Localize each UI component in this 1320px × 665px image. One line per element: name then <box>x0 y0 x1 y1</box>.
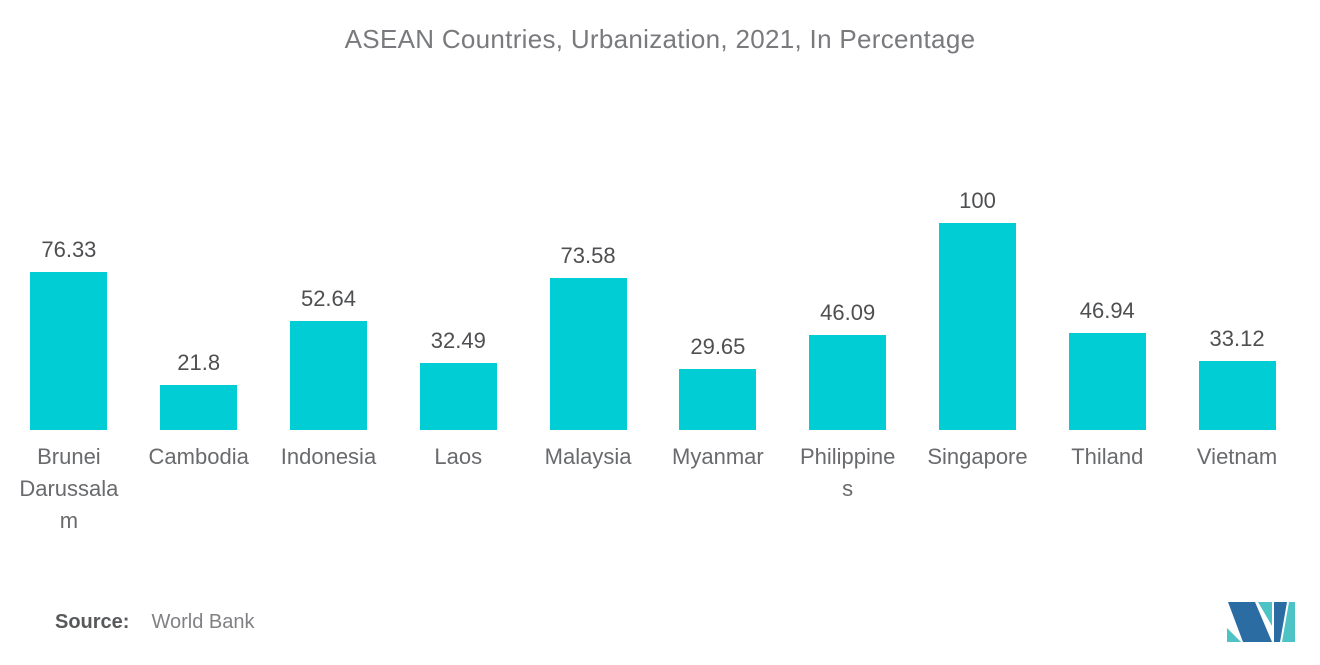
category-cell: Malaysia <box>523 441 653 537</box>
bars-row: 76.33 21.8 52.64 32.49 73.58 29.65 46.09 100 46.… <box>4 170 1302 430</box>
category-cell: Laos <box>393 441 523 537</box>
category-label: Vietnam <box>1196 444 1278 469</box>
category-labels-row: Brunei Darussalam Cambodia Indonesia Laos Ma… <box>4 441 1302 537</box>
bar-column: 76.33 <box>4 170 134 430</box>
bar <box>549 278 627 430</box>
category-cell: Cambodia <box>134 441 264 537</box>
logo-blue-stroke-left <box>1228 602 1272 642</box>
bar <box>938 223 1016 430</box>
bar-value-label: 32.49 <box>430 328 486 353</box>
bar <box>289 321 367 430</box>
category-label: Singapore <box>927 444 1028 469</box>
category-label: Malaysia <box>544 444 632 469</box>
bar-column: 52.64 <box>264 170 394 430</box>
bar-value-label: 52.64 <box>300 286 357 311</box>
bar <box>1068 333 1146 430</box>
bar-value-label: 76.33 <box>41 237 97 262</box>
category-label: Myanmar <box>672 444 764 469</box>
category-cell: Myanmar <box>653 441 783 537</box>
bar-value-label: 46.09 <box>820 300 876 325</box>
category-label: Laos <box>434 444 483 469</box>
category-label: Cambodia <box>148 444 249 469</box>
bar-column: 29.65 <box>653 170 783 430</box>
bar-column: 32.49 <box>393 170 523 430</box>
category-cell: Vietnam <box>1172 441 1302 537</box>
bar <box>1198 361 1276 430</box>
chart-title: ASEAN Countries, Urbanization, 2021, In … <box>344 24 976 54</box>
bar-column: 46.94 <box>1042 170 1172 430</box>
bar <box>160 385 238 430</box>
category-cell: Thiland <box>1042 441 1172 537</box>
bar-column: 100 <box>913 170 1043 430</box>
mordor-intelligence-logo <box>1227 602 1295 642</box>
category-cell: Indonesia <box>264 441 394 537</box>
bar-value-label: 73.58 <box>560 243 616 268</box>
logo-blue-stroke-right <box>1274 602 1287 642</box>
logo-teal-wedge <box>1258 602 1272 626</box>
bar-column: 73.58 <box>523 170 653 430</box>
logo-teal-bar <box>1282 602 1295 642</box>
logo-teal-corner <box>1227 628 1241 642</box>
bar-value-label: 21.8 <box>177 350 221 375</box>
bar-value-label: 46.94 <box>1079 298 1135 323</box>
bar-value-label: 33.12 <box>1209 326 1265 351</box>
bar <box>809 335 887 430</box>
bar <box>30 272 108 430</box>
category-label: Brunei Darussalam <box>19 444 119 533</box>
bar-column: 21.8 <box>134 170 264 430</box>
bar <box>679 369 757 430</box>
category-cell: Brunei Darussalam <box>4 441 134 537</box>
bar-value-label: 29.65 <box>690 334 746 359</box>
bar-column: 46.09 <box>783 170 913 430</box>
source-label: Source: <box>55 611 130 633</box>
category-label: Indonesia <box>280 444 377 469</box>
bar <box>419 363 497 430</box>
category-label: Thiland <box>1071 444 1144 469</box>
source-row: Source: World Bank <box>55 611 254 634</box>
source-value: World Bank <box>151 611 255 633</box>
category-label: Philippines <box>799 444 896 501</box>
bar-column: 33.12 <box>1172 170 1302 430</box>
bar-value-label: 100 <box>959 188 996 213</box>
category-cell: Philippines <box>783 441 913 537</box>
category-cell: Singapore <box>913 441 1043 537</box>
